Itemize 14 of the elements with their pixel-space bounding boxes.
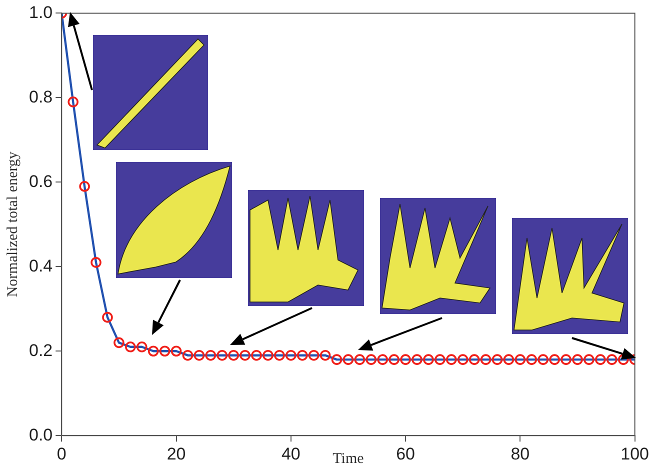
y-tick-label: 0.4 bbox=[28, 256, 53, 276]
x-tick-label: 0 bbox=[56, 444, 66, 464]
y-tick-label: 0.8 bbox=[28, 87, 53, 106]
y-tick-label: 0.6 bbox=[28, 172, 53, 191]
y-tick-label: 1.0 bbox=[28, 2, 53, 22]
x-tick-label: 40 bbox=[281, 444, 300, 464]
x-tick-label: 20 bbox=[166, 444, 186, 464]
x-tick-label: 100 bbox=[620, 444, 650, 464]
x-tick-label: 80 bbox=[510, 444, 530, 464]
x-axis-title: Time bbox=[332, 450, 364, 467]
y-tick-label: 0.2 bbox=[28, 340, 53, 360]
x-tick-label: 60 bbox=[396, 444, 416, 464]
y-tick-label: 0.0 bbox=[28, 425, 53, 444]
y-axis-title: Normalized total energy bbox=[4, 151, 21, 298]
